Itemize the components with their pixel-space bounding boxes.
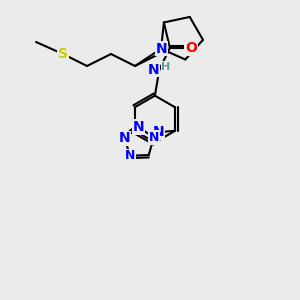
Text: N: N	[148, 131, 159, 144]
Text: S: S	[58, 47, 68, 61]
Text: N: N	[153, 125, 164, 139]
Text: N: N	[125, 149, 136, 162]
Text: H: H	[161, 61, 171, 71]
Text: N: N	[118, 131, 130, 146]
Text: O: O	[185, 41, 197, 55]
Text: N: N	[148, 62, 160, 76]
Text: N: N	[133, 120, 144, 134]
Text: N: N	[155, 42, 167, 56]
